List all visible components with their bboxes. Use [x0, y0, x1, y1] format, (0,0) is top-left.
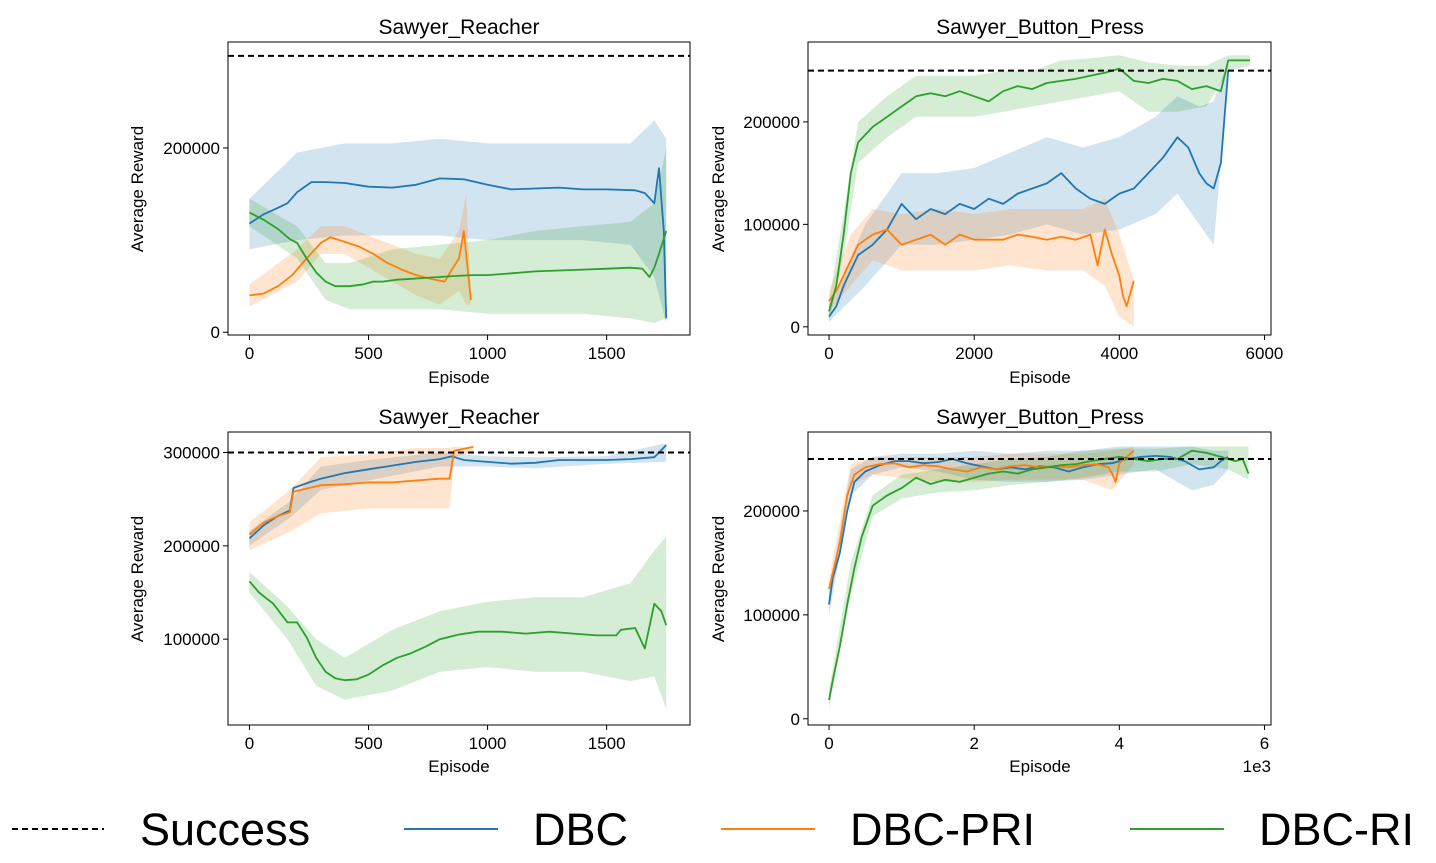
y-tick-label: 100000: [743, 215, 800, 234]
band-dbc-pri: [249, 446, 474, 551]
x-tick-label: 1000: [469, 344, 507, 363]
line-dbc-ri: [828, 59, 1250, 312]
x-tick-label: 1000: [469, 734, 507, 753]
legend-label-dbc-pri: DBC-PRI: [850, 804, 1035, 855]
y-tick-label: 200000: [163, 139, 220, 158]
x-tick-label: 2000: [955, 344, 993, 363]
y-tick-label: 200000: [743, 502, 800, 521]
plot-title: Sawyer_Reacher: [378, 16, 539, 39]
line-dbc-ri: [248, 580, 668, 682]
x-tick-label: 0: [245, 734, 254, 753]
band-dbc: [249, 120, 667, 323]
x-tick-label: 500: [354, 344, 382, 363]
x-axis-label: Episode: [428, 368, 489, 387]
legend-label-success: Success: [140, 804, 310, 855]
plot-title: Sawyer_Reacher: [378, 406, 539, 429]
line-dbc-pri: [828, 450, 1135, 590]
x-scale-note: 1e3: [1243, 757, 1271, 776]
subplot-top-left: Sawyer_Reacher Episode Average Reward 0 5…: [128, 16, 691, 387]
line-dbc-ri: [828, 449, 1250, 701]
plot-frame: [227, 41, 691, 336]
plot-area: 0 500 1000 1500 0 200000: [163, 54, 690, 363]
y-tick-label: 200000: [163, 537, 220, 556]
x-axis-label: Episode: [1009, 368, 1070, 387]
x-tick-label: 6: [1260, 734, 1269, 753]
line-dbc: [248, 167, 668, 319]
band-dbc: [249, 443, 667, 546]
y-tick-label: 0: [791, 318, 800, 337]
subplot-bottom-left: Sawyer_Reacher Episode Average Reward 0 5…: [128, 406, 691, 776]
y-tick-label: 200000: [743, 113, 800, 132]
x-tick-label: 0: [824, 734, 833, 753]
series-layer: [228, 54, 690, 323]
legend-label-dbc-ri: DBC-RI: [1259, 804, 1414, 855]
y-tick-label: 0: [211, 323, 220, 342]
y-tick-label: 100000: [163, 630, 220, 649]
y-tick-label: 100000: [743, 606, 800, 625]
band-dbc-ri: [249, 536, 667, 710]
line-dbc-pri: [248, 446, 474, 536]
band-dbc: [829, 60, 1229, 322]
x-tick-label: 0: [245, 344, 254, 363]
band-dbc-pri: [829, 198, 1134, 327]
legend-label-dbc: DBC: [533, 804, 628, 855]
subplot-top-right: Sawyer_Button_Press Episode Average Rewa…: [709, 16, 1283, 387]
plot-area: 0 2000 4000 6000 0 100000 200000: [743, 55, 1283, 363]
line-dbc-ri: [248, 211, 668, 288]
x-tick-label: 2: [969, 734, 978, 753]
series-layer: [808, 55, 1271, 327]
x-tick-label: 4000: [1100, 344, 1138, 363]
plot-frame: [227, 431, 691, 726]
legend: Success DBC DBC-PRI DBC-RI: [12, 804, 1414, 855]
y-axis-label: Average Reward: [709, 516, 728, 642]
line-dbc: [828, 454, 1229, 605]
x-axis-label: Episode: [1009, 757, 1070, 776]
y-tick-label: 300000: [163, 444, 220, 463]
x-tick-label: 0: [824, 344, 833, 363]
plot-frame: [807, 431, 1272, 726]
x-tick-label: 1500: [588, 344, 626, 363]
x-tick-label: 500: [354, 734, 382, 753]
y-tick-label: 0: [791, 710, 800, 729]
band-dbc-ri: [829, 55, 1250, 322]
series-layer: [228, 443, 690, 710]
line-dbc-pri: [828, 228, 1135, 308]
plot-frame: [807, 41, 1272, 336]
subplot-bottom-right: Sawyer_Button_Press Episode Average Rewa…: [709, 406, 1272, 776]
plot-area: 0 2 4 6 0 100000 200000: [743, 446, 1271, 753]
plot-title: Sawyer_Button_Press: [936, 406, 1144, 429]
x-axis-label: Episode: [428, 757, 489, 776]
x-tick-label: 6000: [1246, 344, 1284, 363]
plot-title: Sawyer_Button_Press: [936, 16, 1144, 39]
y-axis-label: Average Reward: [709, 126, 728, 252]
line-dbc-pri: [249, 229, 472, 301]
x-tick-label: 4: [1115, 734, 1124, 753]
band-dbc-pri: [829, 446, 1134, 600]
band-dbc-ri: [249, 148, 667, 323]
series-layer: [808, 446, 1271, 709]
plot-area: 0 500 1000 1500 100000 200000 300000: [163, 443, 690, 753]
y-axis-label: Average Reward: [128, 126, 147, 252]
y-axis-label: Average Reward: [128, 516, 147, 642]
line-dbc: [828, 70, 1230, 318]
x-tick-label: 1500: [588, 734, 626, 753]
